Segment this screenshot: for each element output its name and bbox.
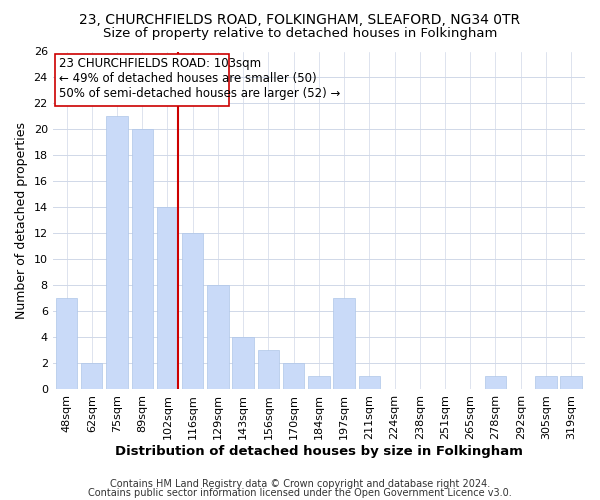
- Text: 23 CHURCHFIELDS ROAD: 103sqm: 23 CHURCHFIELDS ROAD: 103sqm: [59, 58, 261, 70]
- Bar: [334, 298, 355, 389]
- Text: Contains HM Land Registry data © Crown copyright and database right 2024.: Contains HM Land Registry data © Crown c…: [110, 479, 490, 489]
- Text: ← 49% of detached houses are smaller (50): ← 49% of detached houses are smaller (50…: [59, 72, 317, 85]
- Text: 23, CHURCHFIELDS ROAD, FOLKINGHAM, SLEAFORD, NG34 0TR: 23, CHURCHFIELDS ROAD, FOLKINGHAM, SLEAF…: [79, 12, 521, 26]
- Bar: [232, 337, 254, 389]
- Y-axis label: Number of detached properties: Number of detached properties: [15, 122, 28, 318]
- Bar: [56, 298, 77, 389]
- Bar: [257, 350, 279, 389]
- Bar: [81, 363, 103, 389]
- Bar: [55, 54, 229, 106]
- Bar: [485, 376, 506, 389]
- Bar: [157, 207, 178, 389]
- Bar: [182, 233, 203, 389]
- Bar: [207, 285, 229, 389]
- X-axis label: Distribution of detached houses by size in Folkingham: Distribution of detached houses by size …: [115, 444, 523, 458]
- Text: 50% of semi-detached houses are larger (52) →: 50% of semi-detached houses are larger (…: [59, 87, 340, 100]
- Bar: [560, 376, 582, 389]
- Bar: [359, 376, 380, 389]
- Bar: [106, 116, 128, 389]
- Bar: [308, 376, 329, 389]
- Bar: [131, 130, 153, 389]
- Text: Contains public sector information licensed under the Open Government Licence v3: Contains public sector information licen…: [88, 488, 512, 498]
- Bar: [283, 363, 304, 389]
- Bar: [535, 376, 557, 389]
- Text: Size of property relative to detached houses in Folkingham: Size of property relative to detached ho…: [103, 28, 497, 40]
